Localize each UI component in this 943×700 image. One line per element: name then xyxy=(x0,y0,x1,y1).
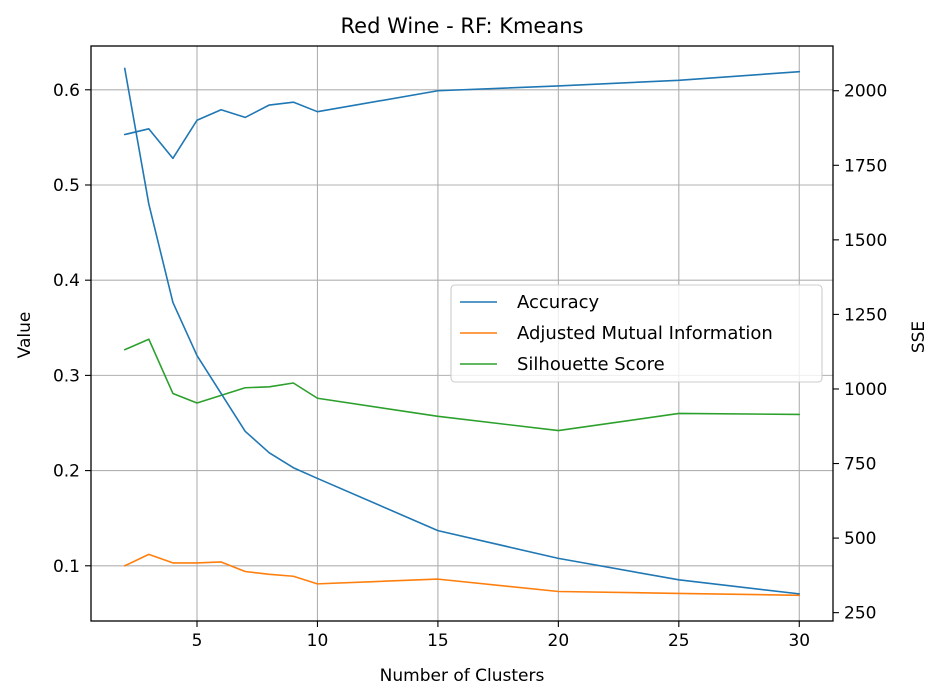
y-tick-label: 0.4 xyxy=(53,271,80,291)
legend-label: Accuracy xyxy=(517,292,600,313)
x-tick-label: 30 xyxy=(788,631,810,651)
y2-tick-label: 2000 xyxy=(844,82,887,102)
legend: Accuracy Adjusted Mutual Information Silho… xyxy=(450,284,823,383)
y2-tick-label: 1250 xyxy=(844,305,887,325)
y2-tick-label: 500 xyxy=(844,529,876,549)
silhouette-score-line xyxy=(123,338,801,432)
sse-line xyxy=(123,67,801,595)
chart-title: Red Wine - RF: Kmeans xyxy=(341,14,584,38)
y2-tick-label: 1750 xyxy=(844,156,887,176)
y-tick-label: 0.2 xyxy=(53,462,80,482)
y-tick-label: 0.1 xyxy=(53,557,80,577)
accuracy-line xyxy=(123,70,801,160)
y2-tick-label: 250 xyxy=(844,604,876,624)
grid xyxy=(91,46,833,621)
y-tick-label: 0.5 xyxy=(53,176,80,196)
y2-axis-label: SSE xyxy=(909,321,929,353)
legend-label: Silhouette Score xyxy=(517,354,665,375)
x-tick-label: 15 xyxy=(427,631,449,651)
y2-tick-label: 750 xyxy=(844,455,876,475)
legend-box xyxy=(450,284,823,383)
x-axis-label: Number of Clusters xyxy=(380,666,545,686)
x-tick-label: 20 xyxy=(548,631,570,651)
y-axis-label: Value xyxy=(15,312,35,359)
adjusted-mutual-information-line xyxy=(123,553,801,597)
ticks: 5 10 15 20 25 30 0.1 0.2 0.3 0.4 0.5 0.6 250 500 750 10… xyxy=(53,81,887,651)
x-tick-label: 10 xyxy=(307,631,329,651)
legend-label: Adjusted Mutual Information xyxy=(517,323,773,344)
y2-tick-label: 1000 xyxy=(844,380,887,400)
y-tick-label: 0.3 xyxy=(53,366,80,386)
y2-tick-label: 1500 xyxy=(844,231,887,251)
x-tick-label: 25 xyxy=(668,631,690,651)
plot-area-frame xyxy=(90,45,834,622)
series-lines xyxy=(123,67,801,597)
x-tick-label: 5 xyxy=(192,631,203,651)
y-tick-label: 0.6 xyxy=(53,81,80,101)
